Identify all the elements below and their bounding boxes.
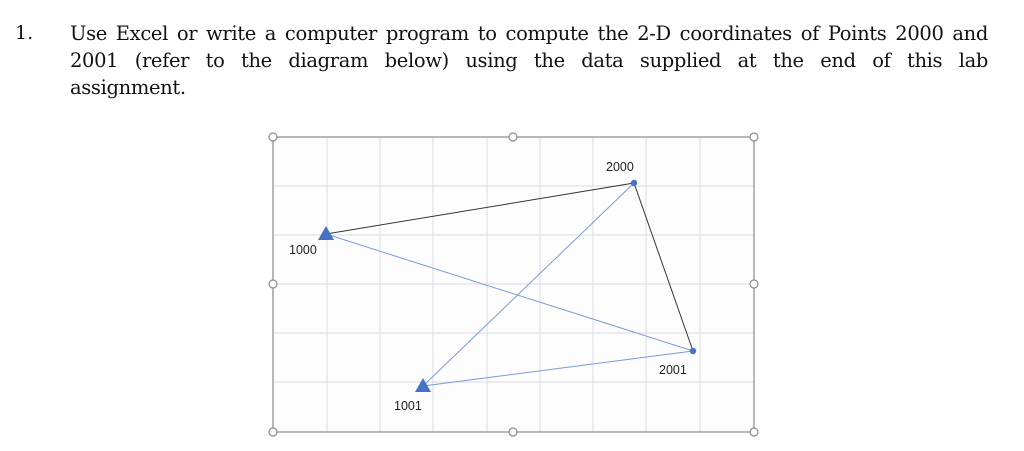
resize-handle-bottom-center[interactable] <box>508 427 518 437</box>
question-line-3: assignment. <box>70 76 186 99</box>
resize-handle-middle-left[interactable] <box>268 279 278 289</box>
label-1001: 1001 <box>394 399 422 413</box>
question-line-1: Use Excel or write a computer program to… <box>70 22 988 45</box>
question-text: Use Excel or write a computer program to… <box>70 20 988 101</box>
grid-horizontal <box>273 185 754 383</box>
label-2000: 2000 <box>606 160 634 174</box>
triangle-marker-1000 <box>318 226 334 240</box>
resize-handle-bottom-left[interactable] <box>268 427 278 437</box>
line-1000-2001 <box>325 233 694 352</box>
triangle-marker-1001 <box>415 378 431 392</box>
resize-handle-top-center[interactable] <box>508 132 518 142</box>
question-line-2: 2001 (refer to the diagram below) using … <box>70 49 988 72</box>
question-number: 1. <box>15 22 34 44</box>
dot-marker-2001 <box>689 347 697 355</box>
line-1000-2000 <box>325 182 635 235</box>
resize-handle-bottom-right[interactable] <box>749 427 759 437</box>
dot-marker-2000 <box>630 179 638 187</box>
resize-handle-middle-right[interactable] <box>749 279 759 289</box>
resize-handle-top-left[interactable] <box>268 132 278 142</box>
label-2001: 2001 <box>659 363 687 377</box>
line-2000-2001 <box>633 182 694 352</box>
resize-handle-top-right[interactable] <box>749 132 759 142</box>
resize-handles[interactable] <box>268 132 759 437</box>
label-1000: 1000 <box>289 243 317 257</box>
line-1001-2001 <box>422 350 694 387</box>
line-1001-2000 <box>422 182 635 387</box>
